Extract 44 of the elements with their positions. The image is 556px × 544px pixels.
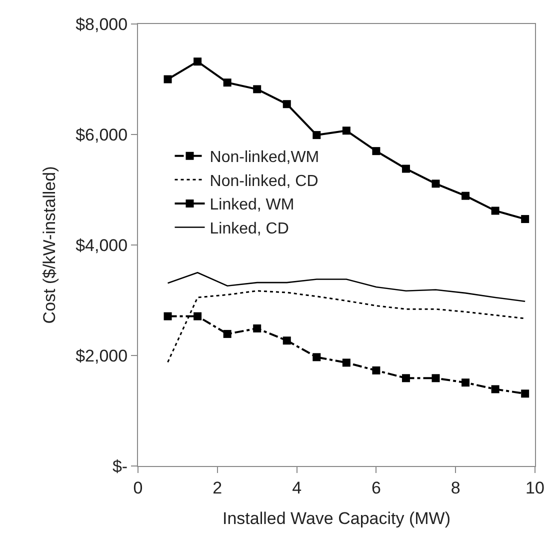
point xyxy=(282,100,291,108)
y-axis-title: Cost ($/kW-installed) xyxy=(40,166,60,324)
point xyxy=(372,147,380,156)
legend-label: Linked, CD xyxy=(210,220,289,238)
y-tick-label: $- xyxy=(112,456,128,476)
legend-label: Non-linked, CD xyxy=(210,172,318,190)
point xyxy=(372,366,380,374)
point xyxy=(521,215,530,224)
y-tick-label: $2,000 xyxy=(76,346,128,366)
line-series xyxy=(167,272,526,302)
point xyxy=(432,374,440,382)
y-tick-label: $4,000 xyxy=(76,236,128,255)
point xyxy=(164,75,172,84)
point xyxy=(432,180,440,188)
point xyxy=(312,131,321,140)
x-tick-label: 0 xyxy=(133,478,143,498)
point xyxy=(402,164,410,173)
point xyxy=(223,330,232,338)
point xyxy=(491,206,500,215)
x-axis-title: Installed Wave Capacity (MW) xyxy=(222,508,450,528)
point xyxy=(491,385,500,394)
point xyxy=(402,374,410,382)
point xyxy=(164,312,172,320)
y-tick-label: $8,000 xyxy=(76,14,128,34)
point xyxy=(312,353,321,362)
legend-label: Linked, WM xyxy=(210,196,294,214)
point xyxy=(253,324,262,332)
point xyxy=(253,85,262,94)
point xyxy=(282,336,291,345)
x-tick-label: 8 xyxy=(450,478,460,498)
y-tick-label: $6,000 xyxy=(76,125,128,144)
point xyxy=(462,378,470,387)
x-tick-label: 6 xyxy=(371,478,381,498)
point xyxy=(223,78,232,87)
point xyxy=(194,58,202,66)
point xyxy=(462,192,470,200)
point xyxy=(194,312,202,320)
point xyxy=(342,126,350,135)
point xyxy=(521,390,530,398)
point xyxy=(342,358,350,367)
legend-label: Non-linked,WM xyxy=(210,149,320,166)
x-tick-label: 10 xyxy=(526,478,544,498)
x-tick-label: 2 xyxy=(212,478,222,498)
x-tick-label: 4 xyxy=(292,478,302,498)
